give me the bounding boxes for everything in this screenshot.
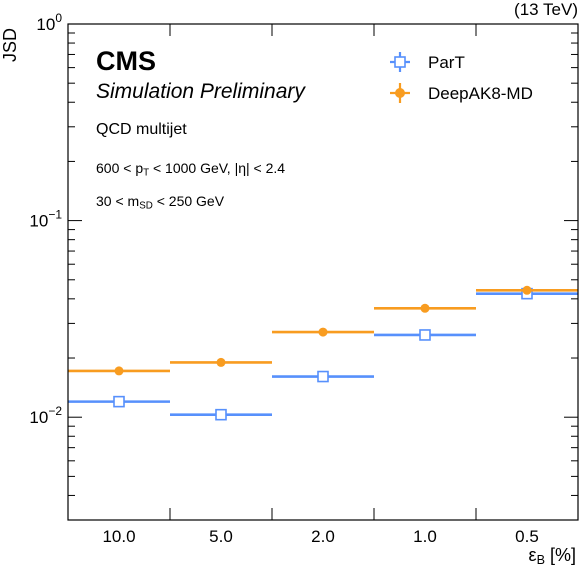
plot-frame	[67, 23, 579, 521]
x-tick-label: 1.0	[413, 527, 437, 546]
mass-cut-label: 30 < mSD < 250 GeV	[96, 193, 225, 212]
data-point-0	[215, 408, 227, 421]
legend-marker-symbol	[395, 88, 405, 98]
axis-ticks: 10.0 5.0 2.0 1.0 0.5 100 10−1 10−2	[29, 11, 578, 546]
y-axis-title: JSD	[0, 27, 20, 62]
legend-marker-symbol	[394, 56, 406, 68]
series-layer	[68, 285, 578, 421]
energy-label: (13 TeV)	[514, 0, 578, 19]
data-point-1	[114, 366, 124, 376]
x-axis-title: εB [%]	[528, 545, 576, 568]
x-tick-label: 5.0	[209, 527, 233, 546]
data-point-1	[216, 357, 226, 367]
y-tick-label: 100	[36, 11, 62, 34]
cms-label: CMS	[96, 46, 156, 76]
data-point-0	[317, 370, 329, 383]
simulation-label: Simulation Preliminary	[96, 80, 305, 103]
x-tick-label: 10.0	[102, 527, 135, 546]
legend-label: DeepAK8-MD	[428, 84, 533, 103]
data-point-1	[522, 285, 532, 295]
legend: ParT DeepAK8-MD	[390, 52, 533, 103]
legend-label: ParT	[428, 53, 465, 72]
data-point-1	[318, 327, 328, 337]
x-tick-label: 0.5	[515, 527, 539, 546]
sample-label: QCD multijet	[96, 121, 187, 138]
data-point-0	[419, 329, 431, 341]
data-point-0	[113, 395, 125, 408]
pt-cut-label: 600 < pT < 1000 GeV, |η| < 2.4	[96, 160, 286, 179]
data-point-1	[420, 303, 430, 313]
y-tick-label: 10−1	[29, 208, 62, 231]
x-tick-label: 2.0	[311, 527, 335, 546]
y-tick-label: 10−2	[29, 404, 62, 427]
